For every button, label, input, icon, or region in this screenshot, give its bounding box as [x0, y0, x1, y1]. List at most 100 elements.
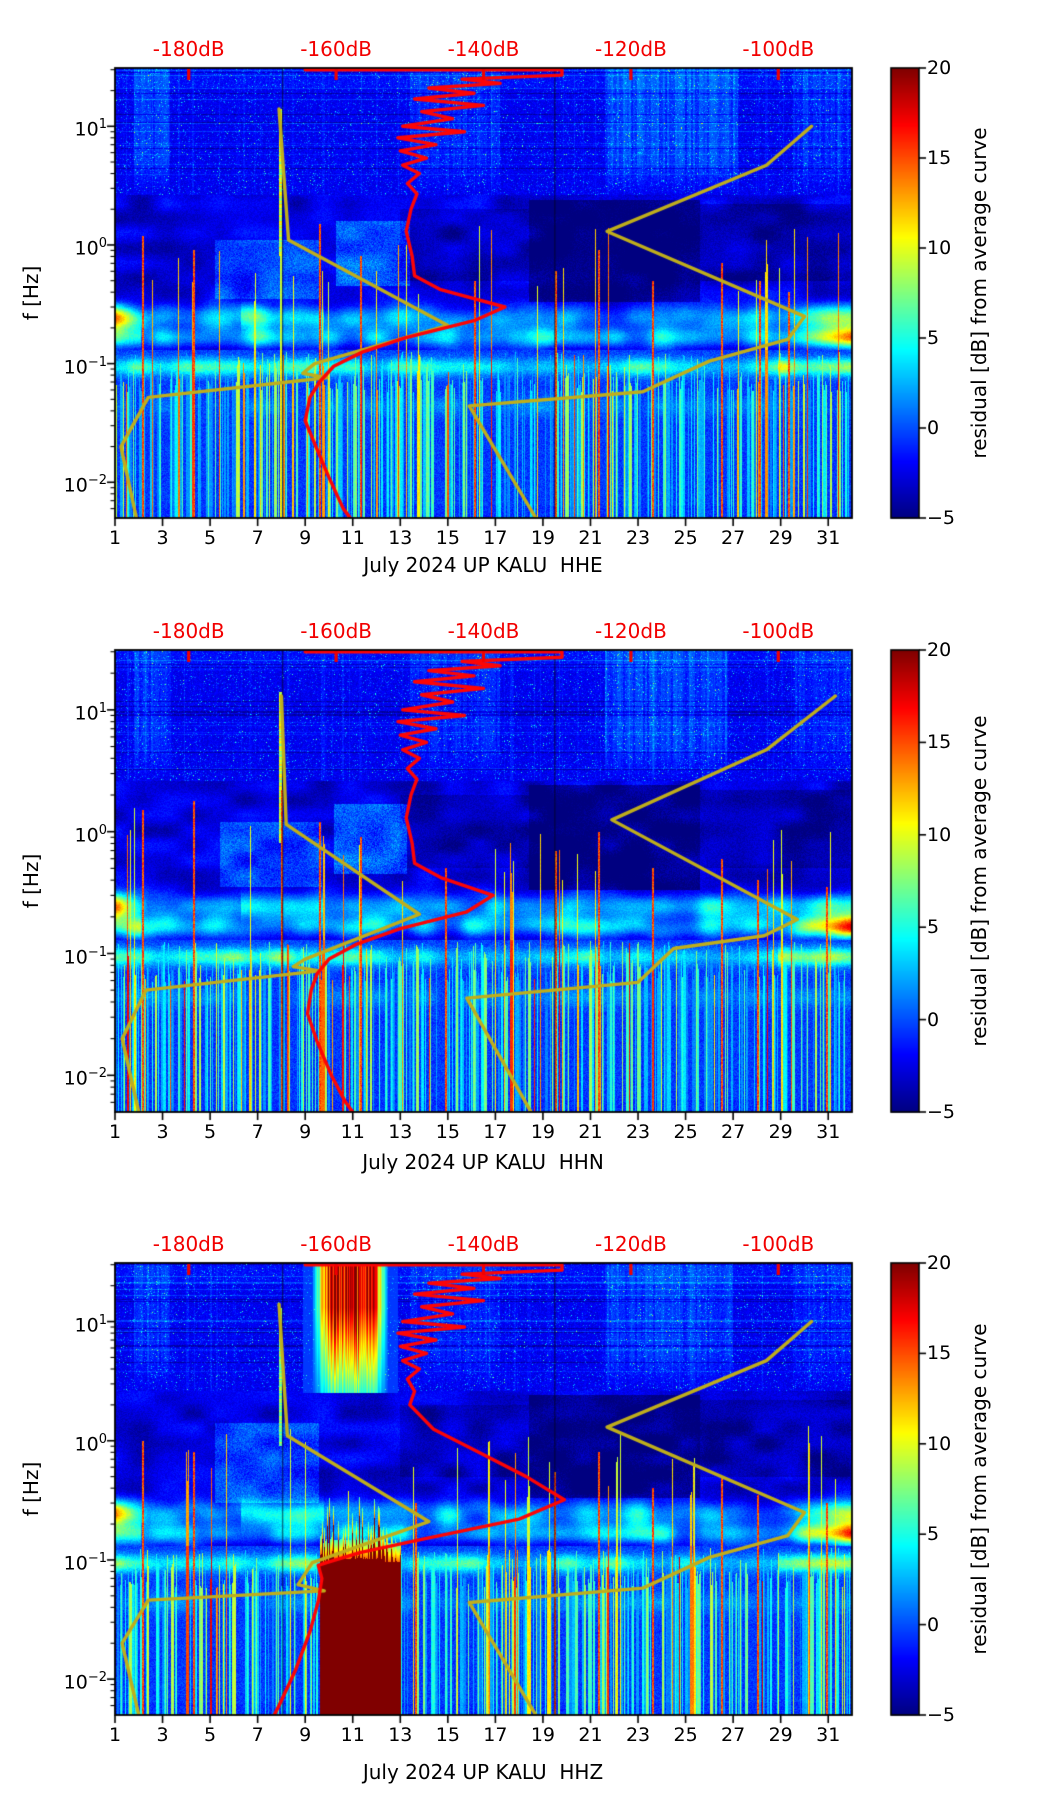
- x-tick-label: 7: [251, 1724, 264, 1746]
- x-tick-label: 13: [388, 1121, 413, 1143]
- y-tick-base: 10: [63, 355, 88, 378]
- top-axis-db-label: -100dB: [742, 1232, 815, 1256]
- top-axis-db-label: -160dB: [300, 37, 372, 61]
- x-tick-label: 19: [530, 1724, 556, 1746]
- colorbar-tick-label: −5: [927, 1704, 956, 1726]
- y-axis-label: f [Hz]: [19, 853, 43, 909]
- y-tick-base: 10: [74, 824, 99, 846]
- y-tick-exponent: 1: [98, 1312, 107, 1328]
- x-tick-label: 21: [578, 1724, 603, 1746]
- x-tick-label: 29: [768, 1121, 793, 1143]
- top-axis-db-label: -120dB: [594, 1232, 667, 1256]
- colorbar-label: residual [dB] from average curve: [967, 127, 991, 459]
- y-tick-label: 101: [45, 114, 107, 140]
- top-axis-db-label: -160dB: [300, 619, 372, 643]
- x-tick-label: 25: [673, 527, 698, 549]
- x-tick-label: 15: [435, 1121, 460, 1143]
- y-tick-exponent: −1: [87, 354, 107, 370]
- x-tick-label: 27: [721, 527, 746, 549]
- top-axis-db-label: -180dB: [152, 1232, 225, 1256]
- colorbar-tick-label: 15: [927, 1342, 952, 1365]
- y-tick-exponent: 0: [98, 235, 107, 251]
- top-axis-db-label: -140dB: [447, 619, 520, 643]
- x-tick-label: 15: [435, 1724, 460, 1746]
- x-tick-label: 1: [108, 527, 122, 549]
- x-tick-label: 25: [673, 1121, 698, 1143]
- x-tick-label: 3: [156, 1121, 169, 1143]
- y-tick-label: 101: [45, 698, 107, 724]
- y-tick-base: 10: [74, 1313, 99, 1336]
- x-tick-label: 29: [768, 527, 793, 549]
- top-axis-db-label: -140dB: [447, 1232, 520, 1256]
- panel-title-hhn: July 2024 UP KALU HHN: [362, 1150, 604, 1174]
- colorbar-tick-label: 20: [927, 639, 952, 661]
- x-tick-label: 21: [578, 527, 603, 549]
- x-tick-label: 19: [530, 1121, 556, 1143]
- y-tick-label: 100: [45, 233, 107, 259]
- y-tick-base: 10: [63, 474, 88, 497]
- colorbar-tick-label: 0: [927, 1008, 940, 1031]
- colorbar-tick-label: 20: [927, 57, 952, 79]
- colorbar-tick-label: 15: [927, 731, 952, 754]
- y-tick-label: 10−2: [45, 1063, 107, 1089]
- colorbar-tick-label: 10: [927, 237, 952, 259]
- colorbar-tick-label: −5: [927, 1101, 956, 1123]
- x-tick-label: 11: [340, 527, 365, 549]
- y-tick-label: 10−2: [45, 1667, 107, 1693]
- y-tick-label: 101: [45, 1310, 107, 1336]
- x-tick-label: 31: [816, 1121, 841, 1143]
- x-tick-label: 9: [299, 1724, 312, 1746]
- x-tick-label: 5: [204, 1121, 217, 1143]
- spectrogram-canvas-hhe: [0, 52, 1052, 534]
- colorbar-tick-label: 5: [927, 916, 940, 939]
- x-tick-label: 3: [156, 527, 169, 549]
- x-tick-label: 13: [388, 527, 413, 549]
- x-tick-label: 23: [625, 1121, 651, 1143]
- y-tick-label: 100: [45, 1429, 107, 1455]
- colorbar-label: residual [dB] from average curve: [967, 1323, 991, 1655]
- colorbar-tick-label: 5: [927, 1523, 940, 1546]
- x-tick-label: 31: [816, 1724, 841, 1746]
- y-tick-base: 10: [63, 945, 88, 968]
- top-axis-db-label: -180dB: [152, 37, 225, 61]
- y-tick-base: 10: [74, 1433, 99, 1456]
- colorbar-tick-label: 20: [927, 1252, 952, 1274]
- y-tick-exponent: −2: [87, 473, 107, 489]
- x-tick-label: 5: [204, 527, 217, 549]
- x-tick-label: 5: [204, 1724, 217, 1746]
- x-tick-label: 17: [483, 527, 508, 549]
- y-tick-label: 100: [45, 820, 107, 846]
- y-tick-base: 10: [74, 702, 99, 725]
- x-tick-label: 31: [816, 527, 841, 549]
- x-tick-label: 17: [483, 1121, 508, 1143]
- x-tick-label: 23: [625, 1724, 651, 1746]
- top-axis-db-label: -100dB: [742, 37, 815, 61]
- colorbar-label: residual [dB] from average curve: [967, 715, 991, 1047]
- y-tick-exponent: 0: [98, 1431, 107, 1447]
- colorbar-tick-label: −5: [927, 507, 956, 529]
- x-tick-label: 21: [578, 1121, 603, 1143]
- colorbar-tick-label: 0: [927, 1613, 940, 1636]
- x-tick-label: 15: [435, 527, 460, 549]
- y-tick-exponent: −2: [87, 1066, 107, 1082]
- y-tick-label: 10−1: [45, 1548, 107, 1574]
- x-tick-label: 1: [108, 1121, 122, 1143]
- y-axis-label: f [Hz]: [19, 265, 43, 321]
- top-axis-db-label: -120dB: [594, 619, 667, 643]
- y-tick-exponent: 1: [98, 117, 107, 133]
- spectrogram-canvas-hhn: [0, 634, 1052, 1128]
- top-axis-db-label: -120dB: [594, 37, 667, 61]
- x-tick-label: 9: [299, 1121, 312, 1143]
- y-tick-exponent: 0: [98, 822, 107, 838]
- colorbar-tick-label: 10: [927, 1432, 952, 1455]
- x-tick-label: 23: [625, 527, 651, 549]
- x-tick-label: 7: [251, 527, 264, 549]
- top-axis-db-label: -160dB: [300, 1232, 372, 1256]
- x-tick-label: 19: [530, 527, 556, 549]
- y-tick-base: 10: [63, 1067, 88, 1090]
- panel-title-hhe: July 2024 UP KALU HHE: [363, 553, 603, 577]
- x-tick-label: 27: [721, 1121, 746, 1143]
- x-tick-label: 3: [156, 1724, 169, 1746]
- x-tick-label: 27: [721, 1724, 746, 1746]
